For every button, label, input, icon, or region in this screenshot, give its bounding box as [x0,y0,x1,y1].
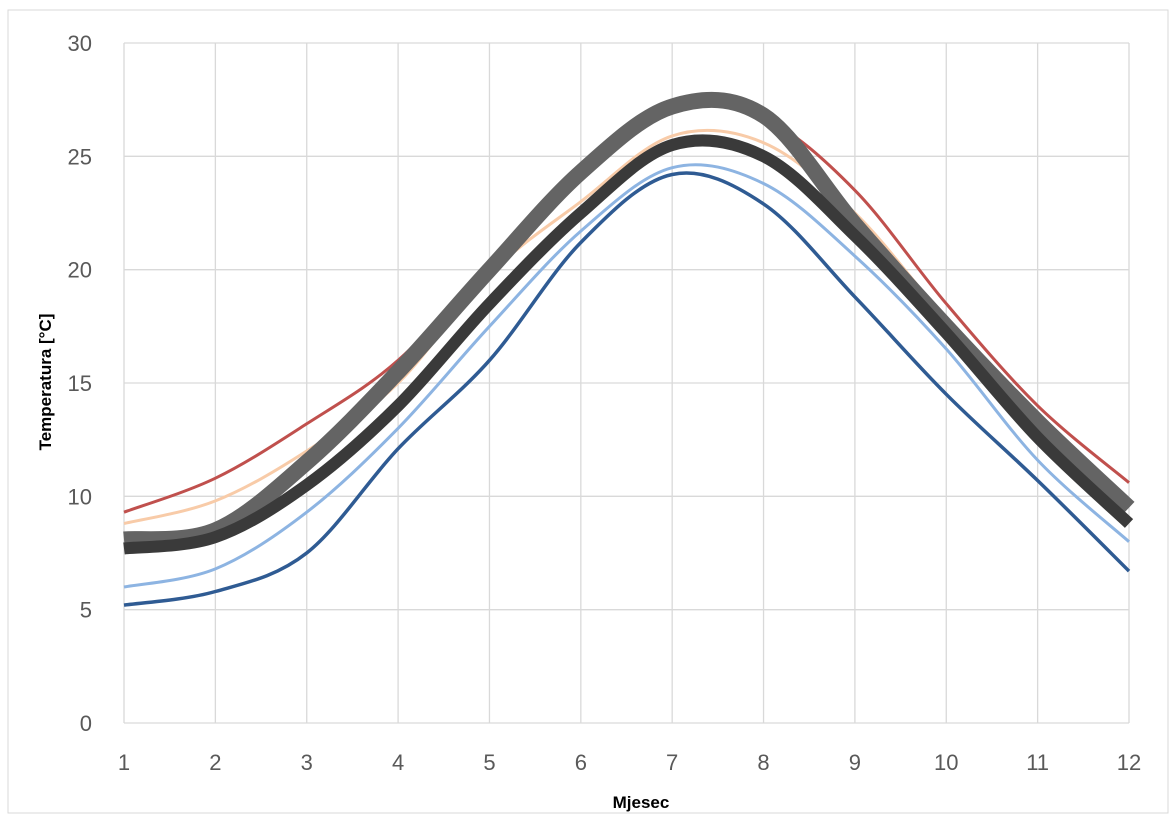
series-line-6 [123,134,1134,555]
chart-frame [7,9,1169,814]
x-axis-title: Mjesec [613,793,670,812]
y-tick-label: 5 [80,598,92,623]
x-tick-label: 8 [757,750,769,775]
y-tick-label: 10 [68,484,92,509]
x-tick-label: 1 [118,750,130,775]
y-axis-title: Temperatura [°C] [36,314,55,451]
y-tick-label: 20 [68,258,92,283]
series-lines [123,91,1135,607]
x-tick-label: 6 [575,750,587,775]
series-line-3 [123,163,1130,589]
x-tick-label: 3 [301,750,313,775]
x-tick-label: 12 [1117,750,1141,775]
x-tick-label: 9 [849,750,861,775]
x-tick-label: 2 [209,750,221,775]
y-tick-label: 0 [80,711,92,736]
x-tick-label: 7 [666,750,678,775]
y-tick-label: 25 [68,144,92,169]
series-line-4 [123,171,1131,607]
y-tick-label: 30 [68,31,92,56]
grid-lines [123,42,1130,724]
x-tick-label: 4 [392,750,404,775]
x-tick-label: 10 [934,750,958,775]
x-tick-label: 5 [483,750,495,775]
y-tick-label: 15 [68,371,92,396]
x-tick-label: 11 [1026,750,1049,775]
